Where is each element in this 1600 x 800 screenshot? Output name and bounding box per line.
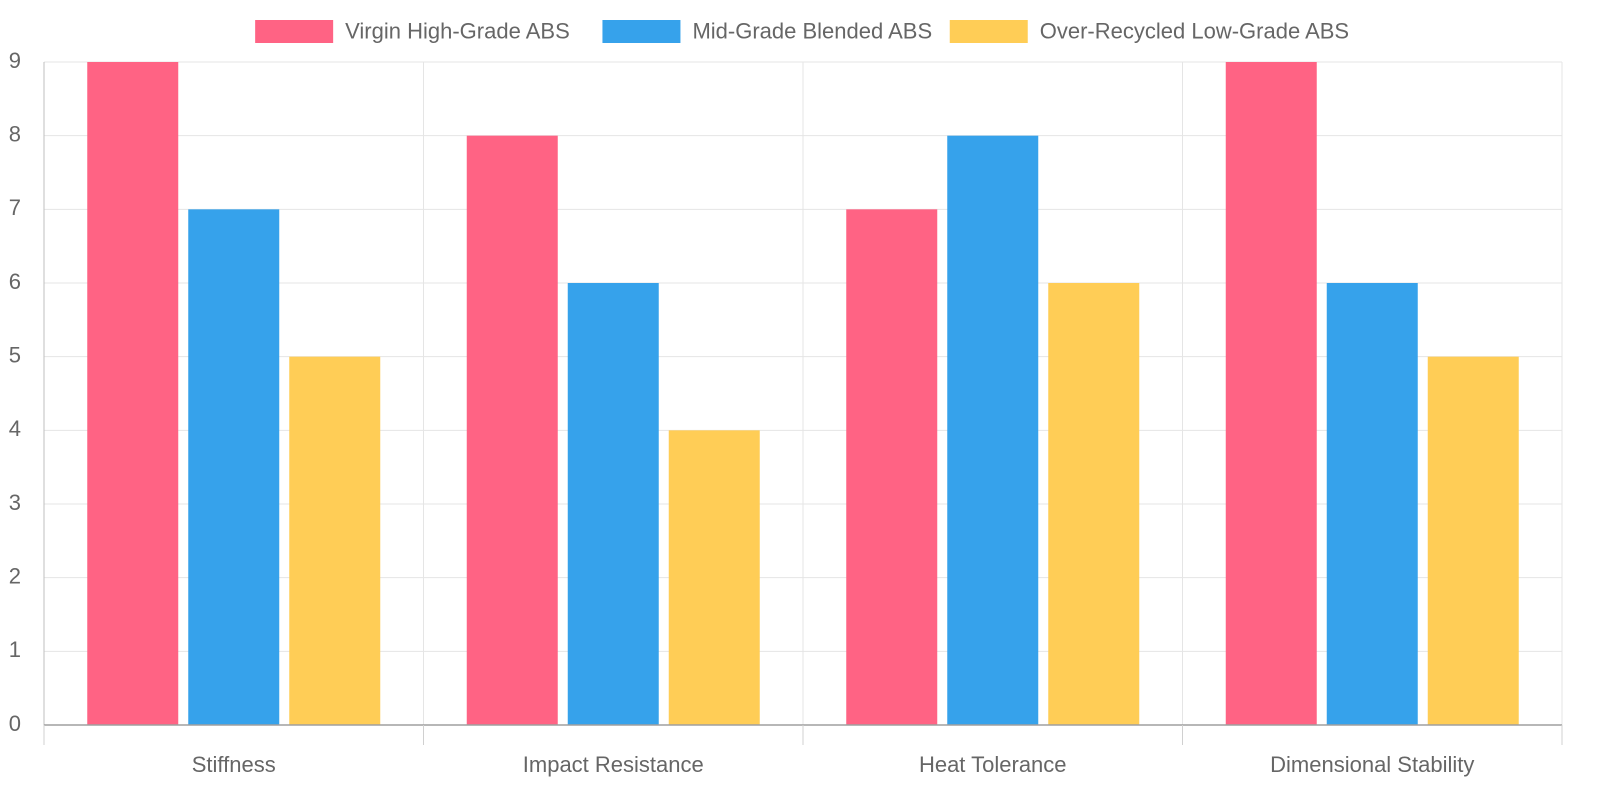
axis-labels: 0 1 2 3 4 5 6 7 8 9 Stiffness Impact Resistance Heat…	[9, 48, 1475, 777]
bar-virgin-high-grade-abs-stiffness[interactable]	[87, 62, 179, 725]
x-category-label: Heat Tolerance	[919, 752, 1067, 777]
legend-item-mid-grade-blended-abs[interactable]: Mid-Grade Blended ABS	[602, 18, 932, 43]
y-tick-label: 9	[9, 48, 21, 73]
bar-virgin-high-grade-abs-dimensional-stability[interactable]	[1225, 62, 1317, 725]
bar-over-recycled-low-grade-abs-dimensional-stability[interactable]	[1427, 356, 1519, 725]
y-tick-label: 2	[9, 563, 21, 588]
bar-mid-grade-blended-abs-heat-tolerance[interactable]	[947, 135, 1039, 725]
x-category-label: Dimensional Stability	[1270, 752, 1474, 777]
y-tick-label: 5	[9, 342, 21, 367]
legend-swatch	[949, 20, 1028, 43]
y-tick-label: 6	[9, 269, 21, 294]
bar-mid-grade-blended-abs-stiffness[interactable]	[188, 209, 280, 726]
bar-over-recycled-low-grade-abs-impact-resistance[interactable]	[668, 430, 760, 725]
bar-virgin-high-grade-abs-impact-resistance[interactable]	[466, 135, 558, 725]
legend-label: Virgin High-Grade ABS	[345, 18, 570, 43]
legend-swatch	[602, 20, 681, 43]
y-tick-label: 3	[9, 490, 21, 515]
bar-area	[87, 62, 1519, 726]
bar-over-recycled-low-grade-abs-stiffness[interactable]	[289, 356, 381, 725]
y-tick-label: 1	[9, 637, 21, 662]
y-tick-label: 7	[9, 195, 21, 220]
bar-virgin-high-grade-abs-heat-tolerance[interactable]	[846, 209, 938, 726]
y-tick-label: 8	[9, 121, 21, 146]
legend-label: Over-Recycled Low-Grade ABS	[1040, 18, 1349, 43]
legend-item-over-recycled-low-grade-abs[interactable]: Over-Recycled Low-Grade ABS	[949, 18, 1349, 43]
bar-over-recycled-low-grade-abs-heat-tolerance[interactable]	[1048, 283, 1140, 725]
x-category-label: Stiffness	[192, 752, 276, 777]
axes	[43, 62, 1563, 745]
x-category-label: Impact Resistance	[523, 752, 704, 777]
bar-mid-grade-blended-abs-dimensional-stability[interactable]	[1326, 283, 1418, 725]
legend-item-virgin-high-grade-abs[interactable]: Virgin High-Grade ABS	[255, 18, 570, 43]
legend-label: Mid-Grade Blended ABS	[692, 18, 932, 43]
legend-swatch	[255, 20, 334, 43]
bar-mid-grade-blended-abs-impact-resistance[interactable]	[567, 283, 659, 725]
y-tick-label: 4	[9, 416, 21, 441]
y-tick-label: 0	[9, 711, 21, 736]
legend: Virgin High-Grade ABS Mid-Grade Blended A…	[255, 18, 1349, 43]
